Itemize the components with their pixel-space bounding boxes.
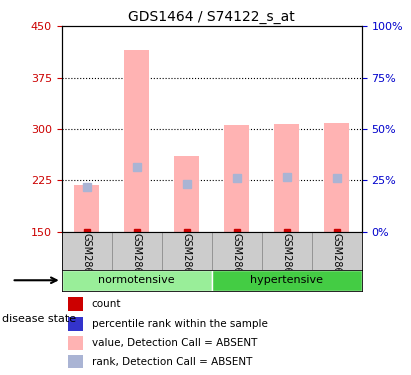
Bar [68, 336, 83, 350]
Text: GSM28686: GSM28686 [182, 233, 192, 286]
Bar [212, 231, 262, 270]
Bar [324, 123, 349, 231]
Title: GDS1464 / S74122_s_at: GDS1464 / S74122_s_at [128, 10, 295, 24]
Text: disease state: disease state [2, 315, 76, 324]
Bar [124, 50, 149, 231]
Text: percentile rank within the sample: percentile rank within the sample [92, 319, 268, 328]
Text: GSM28683: GSM28683 [332, 233, 342, 286]
Bar [274, 124, 299, 231]
Text: GSM28684: GSM28684 [82, 233, 92, 286]
Text: value, Detection Call = ABSENT: value, Detection Call = ABSENT [92, 338, 257, 348]
Bar [112, 231, 162, 270]
Text: GSM28681: GSM28681 [232, 233, 242, 286]
Text: GSM28685: GSM28685 [132, 233, 142, 286]
Bar [312, 231, 362, 270]
Bar [68, 297, 83, 311]
Bar [74, 185, 99, 231]
Text: rank, Detection Call = ABSENT: rank, Detection Call = ABSENT [92, 357, 252, 367]
Text: count: count [92, 299, 121, 309]
Text: GSM28682: GSM28682 [282, 233, 292, 286]
Bar [224, 126, 249, 231]
Bar [162, 231, 212, 270]
Bar [68, 317, 83, 330]
Bar [212, 270, 362, 291]
Bar [174, 156, 199, 231]
Bar [262, 231, 312, 270]
Bar [62, 270, 212, 291]
Text: normotensive: normotensive [98, 275, 175, 285]
Text: hypertensive: hypertensive [250, 275, 323, 285]
Bar [62, 231, 112, 270]
Bar [68, 355, 83, 369]
